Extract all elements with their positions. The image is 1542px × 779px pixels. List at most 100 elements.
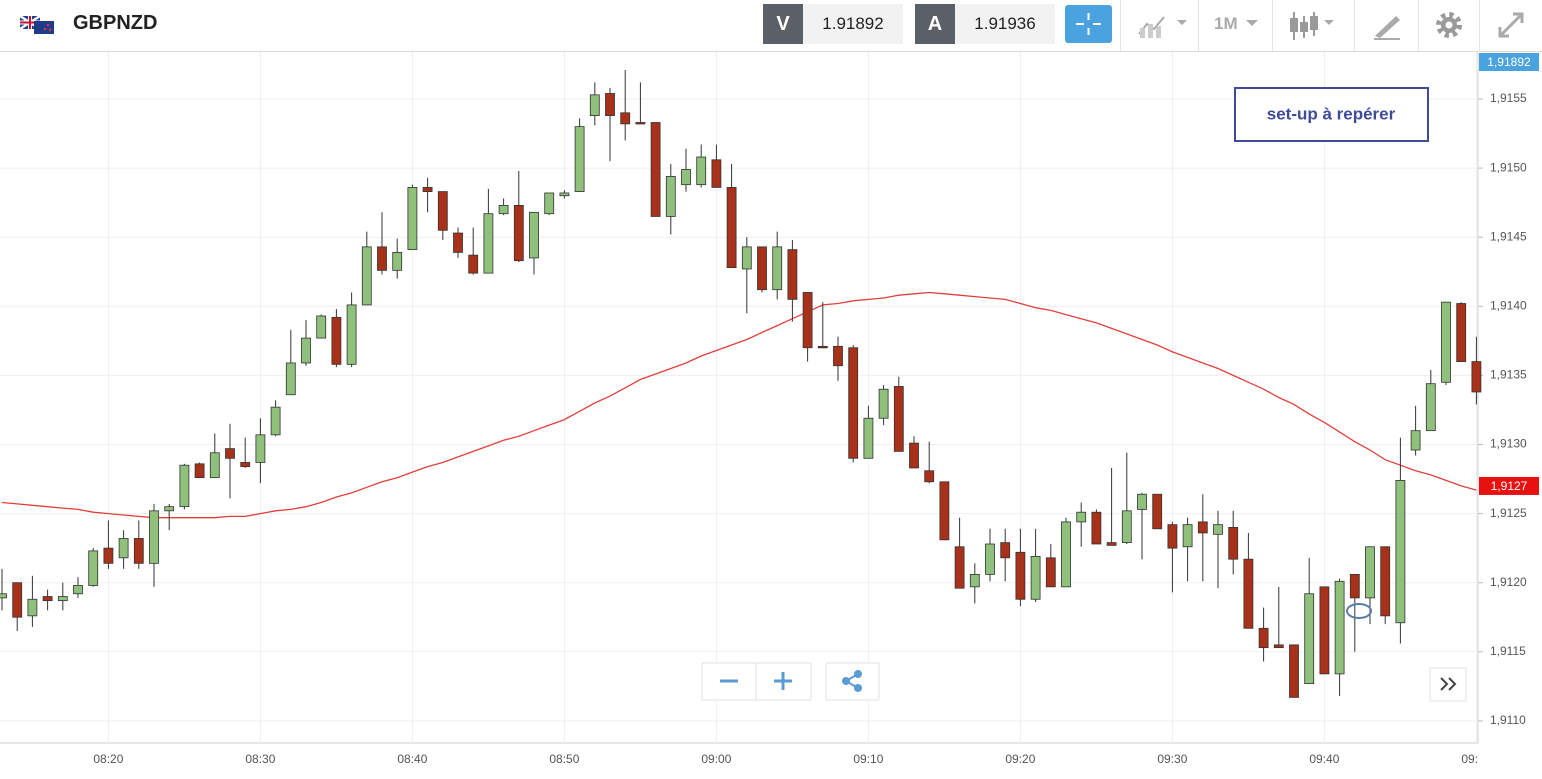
candle-body (164, 506, 175, 512)
candle-body (133, 538, 144, 564)
candle-body (833, 345, 843, 367)
candle-body (407, 187, 418, 251)
candle-body (1015, 551, 1026, 600)
timeframe[interactable]: 1M (1214, 14, 1238, 33)
candle-body (1030, 556, 1041, 600)
timeframe-caret[interactable] (1244, 18, 1260, 28)
candle-body (1137, 493, 1147, 510)
candle-body (650, 122, 661, 217)
candle-body (1380, 546, 1391, 617)
candle-body (1197, 521, 1208, 534)
candle-body (711, 159, 722, 188)
candle-body (118, 538, 129, 559)
candle-body (12, 582, 23, 618)
candle-body (1167, 524, 1178, 549)
candle-body (1304, 593, 1315, 684)
candle-body (1425, 383, 1436, 432)
ask-label: A (915, 4, 955, 44)
ask-price[interactable]: 1.91936 (955, 4, 1055, 44)
candle-body (802, 292, 813, 349)
annotation: set-up à repérer (1267, 104, 1396, 123)
y-tick-label: 1,9115 (1490, 644, 1526, 658)
candle-body (1106, 542, 1117, 546)
candle-body (726, 187, 737, 268)
candle-body (209, 452, 220, 479)
candle-body (377, 246, 387, 271)
x-tick-label: 09:30 (1157, 752, 1187, 766)
moving-average-line (1, 291, 1477, 519)
toolbar: GBPNZD V 1.91892 A 1.91936 1M (0, 0, 1542, 52)
candle-body (1410, 430, 1421, 451)
candle-body (985, 543, 995, 575)
candle-body (1395, 480, 1406, 624)
candle-body (57, 596, 68, 602)
candle-body (544, 192, 555, 215)
candle-body (0, 593, 7, 599)
candle-body (1182, 524, 1193, 548)
candle-body (1319, 586, 1330, 675)
candle-body (924, 470, 935, 483)
candle-body (301, 337, 311, 364)
candle-body (361, 246, 372, 306)
zoom-in-button[interactable] (755, 662, 812, 701)
candle-body (240, 462, 251, 468)
candle-body (88, 550, 99, 586)
x-tick-label: 08:30 (245, 752, 275, 766)
candle-body (73, 585, 83, 595)
candle-body (103, 547, 114, 564)
y-tick-label: 1,9110 (1490, 713, 1526, 727)
candle-body (1365, 546, 1375, 599)
draw-tool-button[interactable] (1372, 12, 1402, 40)
candle-body (270, 406, 281, 436)
price-tag-label: 1,9127 (1491, 479, 1528, 493)
y-tick-label: 1,9150 (1490, 160, 1527, 174)
annotation-ellipse (1346, 603, 1372, 619)
x-tick-label: 09:50 (1461, 752, 1491, 766)
candle-body (225, 448, 235, 459)
candle-body (1258, 627, 1269, 649)
candle-body (757, 246, 767, 291)
candle-body (1471, 361, 1482, 393)
candle-body (1000, 542, 1011, 559)
candle-body (392, 251, 403, 271)
scroll-right-button[interactable] (1429, 667, 1467, 702)
x-tick-label: 09:10 (853, 752, 883, 766)
candle-body (331, 316, 342, 365)
share-button[interactable] (825, 662, 880, 701)
settings-button[interactable] (1434, 10, 1464, 40)
candle-body (468, 254, 479, 274)
candle-type-button[interactable] (1288, 10, 1343, 42)
candle-body (453, 232, 463, 253)
candle-body (346, 304, 357, 365)
price-tag (1479, 53, 1539, 71)
bid-price[interactable]: 1.91892 (803, 4, 903, 44)
candle-body (498, 205, 509, 215)
candle-body (817, 345, 828, 349)
zoom-out-button[interactable] (701, 662, 757, 701)
candle-body (285, 362, 296, 396)
candle-body (589, 94, 600, 116)
candle-body (741, 246, 752, 270)
candle-body (1334, 580, 1345, 675)
y-tick-label: 1,9145 (1490, 229, 1527, 243)
x-tick-label: 08:50 (549, 752, 579, 766)
candle-body (605, 93, 615, 116)
candle-body (939, 481, 950, 541)
fullscreen-button[interactable] (1496, 10, 1526, 40)
x-tick-label: 09:00 (701, 752, 731, 766)
candle-body (1045, 557, 1056, 588)
price-tag-label: 1,91892 (1487, 55, 1531, 69)
y-tick-label: 1,9130 (1490, 437, 1527, 451)
candle-body (1091, 511, 1102, 545)
candle-body (437, 191, 448, 231)
candle-body (1228, 527, 1239, 560)
chart-type-button[interactable] (1137, 12, 1192, 40)
candle-body (1441, 301, 1451, 383)
candle-body (635, 122, 646, 125)
candle-body (529, 211, 539, 259)
candle-body (1349, 573, 1360, 599)
crosshair-button[interactable] (1065, 5, 1112, 43)
candle-body (620, 112, 631, 125)
y-tick-label: 1,9120 (1490, 575, 1527, 589)
candle-body (1289, 644, 1299, 698)
